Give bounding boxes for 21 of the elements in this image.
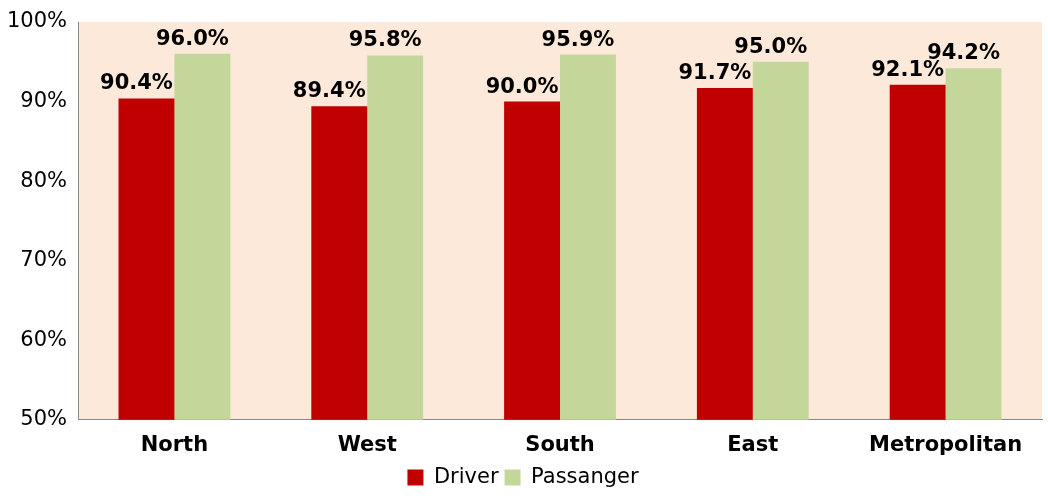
- legend-label: Driver: [433, 463, 499, 488]
- x-tick-label: South: [525, 431, 595, 456]
- legend-label: Passanger: [531, 463, 639, 488]
- data-label: 95.8%: [348, 27, 422, 52]
- data-label: 90.4%: [100, 70, 173, 95]
- y-tick-label: 60%: [20, 326, 68, 351]
- data-label: 95.0%: [734, 33, 808, 58]
- x-tick-label: West: [337, 431, 397, 456]
- data-label: 95.9%: [541, 26, 615, 51]
- data-label: 89.4%: [292, 78, 366, 103]
- y-tick-label: 70%: [20, 247, 68, 272]
- data-label: 96.0%: [155, 25, 229, 50]
- x-tick-label: North: [140, 431, 209, 456]
- y-tick-label: 100%: [6, 8, 68, 33]
- data-label: 91.7%: [678, 59, 752, 84]
- y-tick-label: 50%: [20, 406, 68, 431]
- data-label: 90.0%: [485, 73, 559, 98]
- y-tick-label: 90%: [20, 88, 68, 113]
- y-tick-label: 80%: [20, 167, 68, 192]
- x-tick-label: Metropolitan: [869, 431, 1023, 456]
- x-tick-label: East: [727, 431, 779, 456]
